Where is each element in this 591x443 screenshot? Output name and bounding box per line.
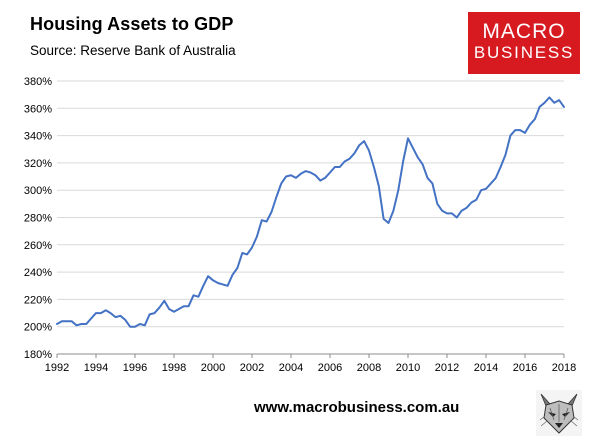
- y-tick-label: 200%: [24, 322, 52, 334]
- y-tick-label: 300%: [24, 185, 52, 197]
- x-tick-label: 2002: [240, 362, 264, 374]
- macrobusiness-logo: MACRO BUSINESS: [468, 12, 580, 74]
- y-tick-label: 220%: [24, 294, 52, 306]
- x-tick-label: 2008: [357, 362, 381, 374]
- logo-line-business: BUSINESS: [473, 43, 575, 62]
- y-tick-label: 180%: [24, 349, 52, 361]
- x-tick-label: 2004: [279, 362, 303, 374]
- x-tick-label: 2000: [201, 362, 225, 374]
- x-tick-label: 2014: [474, 362, 498, 374]
- chart-subtitle: Source: Reserve Bank of Australia: [30, 43, 236, 58]
- x-tick-label: 2016: [513, 362, 537, 374]
- x-tick-label: 2010: [396, 362, 420, 374]
- y-tick-label: 380%: [24, 76, 52, 88]
- y-tick-label: 320%: [24, 158, 52, 170]
- y-tick-label: 280%: [24, 213, 52, 225]
- x-tick-label: 2012: [435, 362, 459, 374]
- y-tick-label: 340%: [24, 131, 52, 143]
- chart-title: Housing Assets to GDP: [30, 14, 234, 34]
- wolf-logo-icon: [536, 390, 582, 436]
- y-tick-label: 260%: [24, 240, 52, 252]
- x-tick-label: 1998: [162, 362, 186, 374]
- y-tick-label: 360%: [24, 103, 52, 115]
- series-line: [56, 96, 565, 328]
- x-tick-label: 1994: [84, 362, 108, 374]
- logo-line-macro: MACRO: [482, 20, 566, 43]
- x-tick-label: 2018: [552, 362, 576, 374]
- footer-url: www.macrobusiness.com.au: [254, 399, 460, 416]
- y-tick-label: 240%: [24, 267, 52, 279]
- x-tick-label: 2006: [318, 362, 342, 374]
- x-tick-label: 1996: [123, 362, 147, 374]
- x-tick-label: 1992: [45, 362, 69, 374]
